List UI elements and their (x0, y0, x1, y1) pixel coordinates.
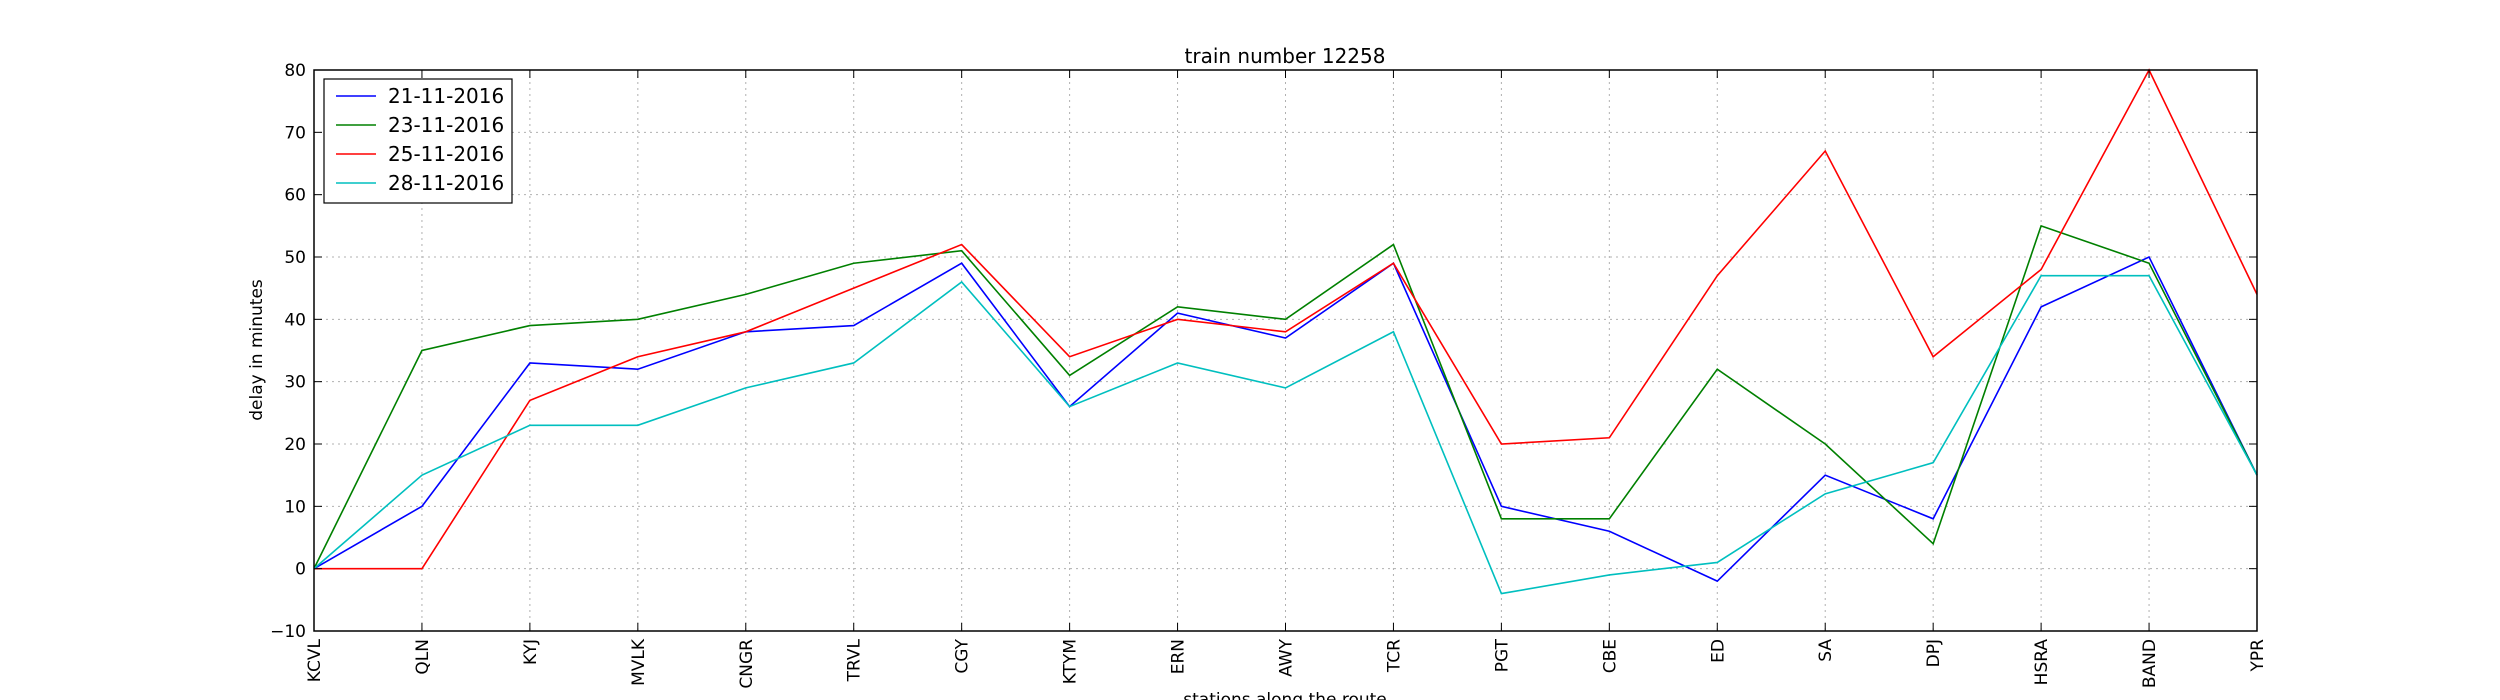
x-axis: KCVL QLN KYJ MVLK CNGR TRVL CGY KTYM ERN AWY TCR PG… (305, 70, 2268, 689)
x-tick-label: SA (1816, 639, 1836, 662)
series-group (313, 68, 2258, 595)
x-tick-label: KYJ (521, 639, 541, 665)
y-tick-label: 60 (284, 186, 306, 206)
x-tick-label: QLN (413, 639, 433, 675)
x-tick-label: PGT (1492, 638, 1512, 672)
y-tick-label: 40 (284, 310, 306, 330)
x-tick-label: MVLK (629, 638, 649, 686)
y-tick-label: 20 (284, 435, 306, 455)
x-axis-label: stations along the route (1183, 690, 1387, 700)
y-tick-label: 0 (295, 560, 306, 580)
x-tick-label: DPJ (1924, 639, 1944, 667)
x-tick-label: CNGR (737, 639, 757, 689)
x-tick-label: ERN (1169, 639, 1189, 674)
y-tick-label: 80 (284, 61, 306, 81)
x-tick-label: TRVL (845, 638, 865, 682)
legend-label: 23-11-2016 (388, 113, 504, 137)
y-tick-label: 50 (284, 248, 306, 268)
x-tick-label: KCVL (305, 638, 325, 682)
y-tick-label: 30 (284, 373, 306, 393)
x-tick-label: HSRA (2032, 639, 2052, 686)
y-tick-label: 70 (284, 123, 306, 143)
grid (313, 69, 2258, 632)
x-tick-label: CBE (1600, 639, 1620, 673)
series-line-23-11-2016 (313, 224, 2258, 570)
x-tick-label: ED (1708, 639, 1728, 663)
series-line-28-11-2016 (313, 274, 2258, 595)
x-tick-label: YPR (2248, 639, 2268, 673)
y-axis-label: delay in minutes (247, 279, 267, 421)
series-line-25-11-2016 (314, 68, 2258, 570)
x-tick-label: CGY (953, 638, 973, 673)
legend-label: 25-11-2016 (388, 142, 504, 166)
x-tick-label: AWY (1277, 638, 1297, 677)
x-tick-label: KTYM (1061, 639, 1081, 684)
legend-label: 21-11-2016 (388, 84, 504, 108)
x-tick-label: BAND (2140, 639, 2160, 688)
x-tick-label: TCR (1384, 639, 1404, 673)
legend-label: 28-11-2016 (388, 171, 504, 195)
series-line-21-11-2016 (313, 255, 2258, 583)
chart-title: train number 12258 (1185, 44, 1386, 68)
y-tick-label: −10 (270, 622, 306, 642)
legend: 21-11-2016 23-11-2016 25-11-2016 28-11-2016 (323, 78, 513, 204)
y-tick-label: 10 (284, 497, 306, 517)
y-axis: −10 0 10 20 30 40 50 60 70 80 (270, 61, 2257, 642)
